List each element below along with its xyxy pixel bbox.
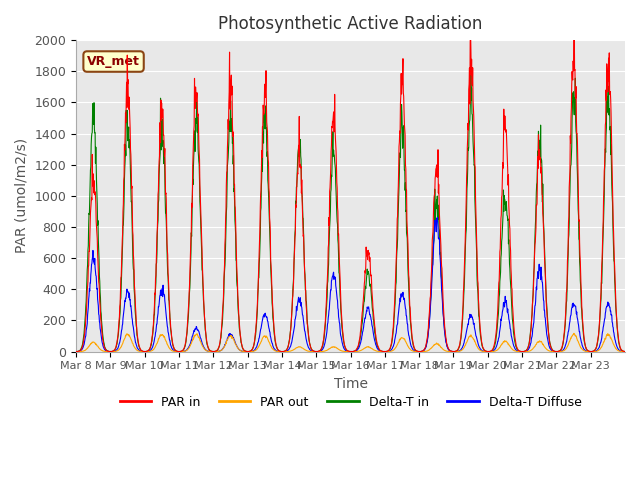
X-axis label: Time: Time [333, 377, 367, 391]
Y-axis label: PAR (umol/m2/s): PAR (umol/m2/s) [15, 138, 29, 253]
Legend: PAR in, PAR out, Delta-T in, Delta-T Diffuse: PAR in, PAR out, Delta-T in, Delta-T Dif… [115, 391, 586, 414]
Text: VR_met: VR_met [87, 55, 140, 68]
Title: Photosynthetic Active Radiation: Photosynthetic Active Radiation [218, 15, 483, 33]
